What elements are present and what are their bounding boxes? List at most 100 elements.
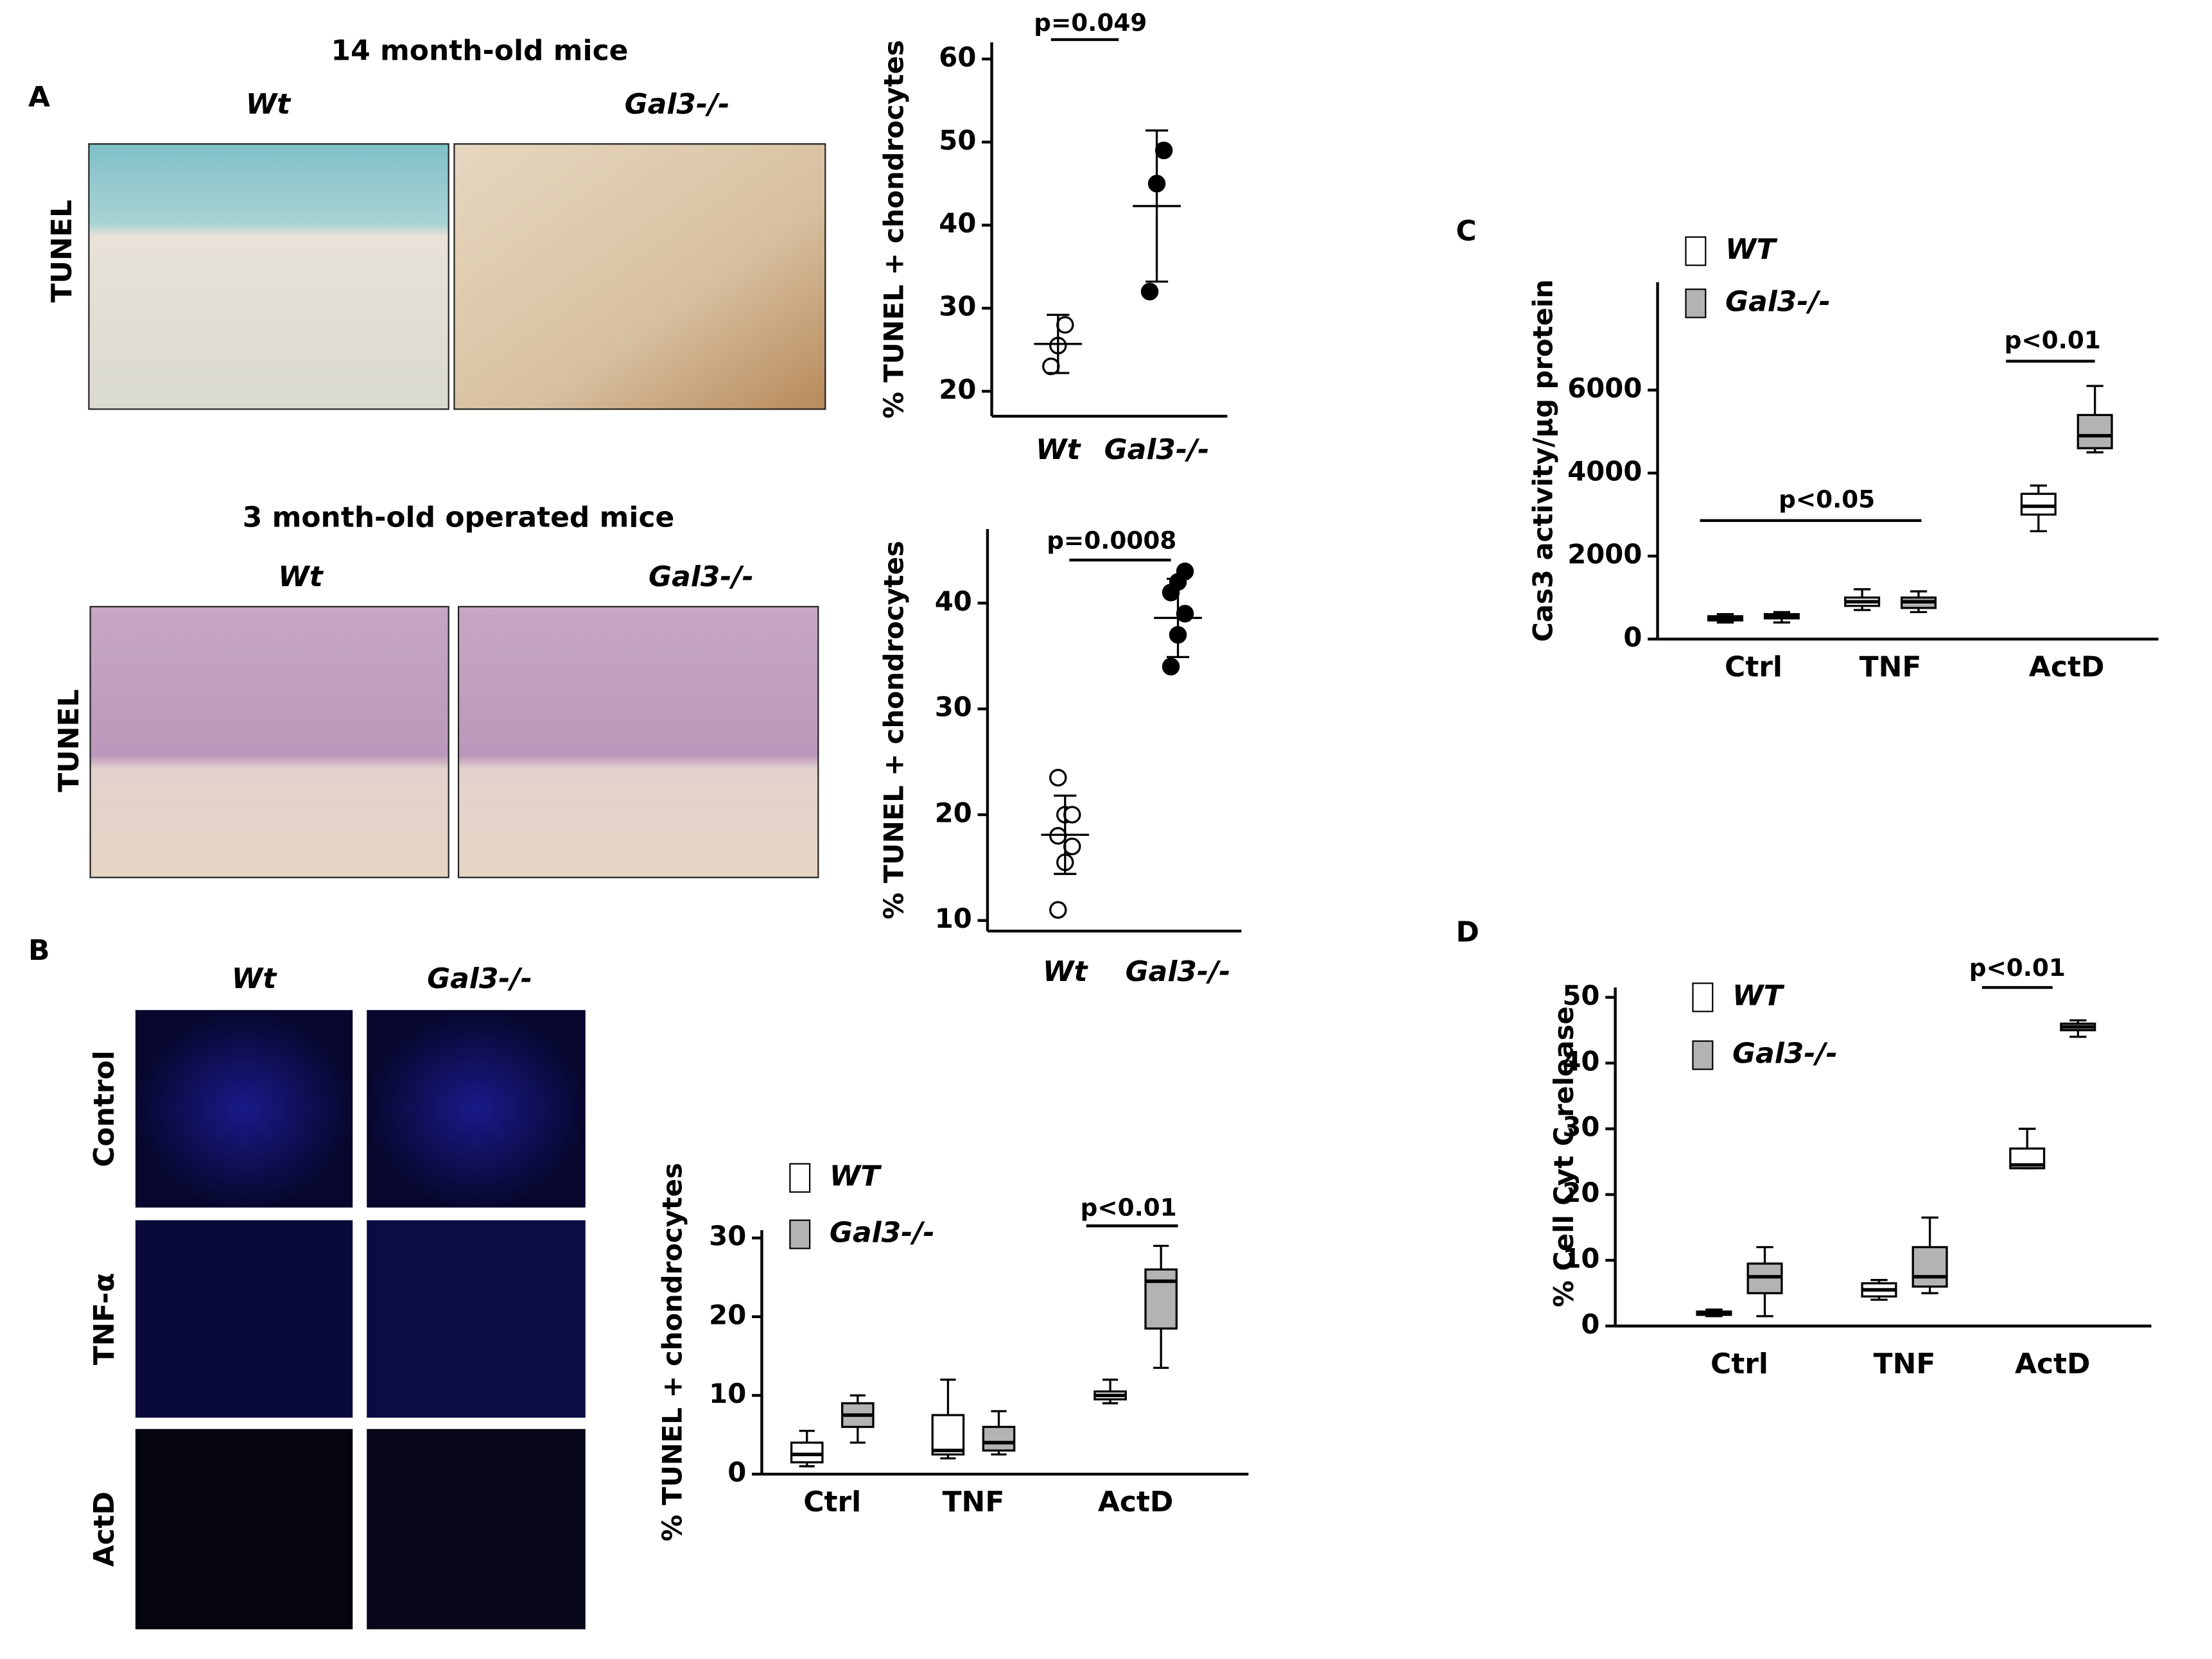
data-point — [1063, 837, 1081, 856]
micrograph — [367, 1010, 586, 1208]
legend-swatch — [789, 1163, 811, 1193]
annotation: p<0.05 — [1779, 485, 1875, 514]
panel-label: B — [28, 934, 50, 967]
y-tick-label: 2000 — [1567, 539, 1642, 570]
panel-label: D — [1456, 916, 1479, 949]
y-tick-label: 30 — [935, 691, 972, 723]
annotation: p<0.01 — [1081, 1194, 1177, 1222]
micrograph — [135, 1010, 353, 1208]
box — [1144, 1268, 1178, 1330]
y-tick-label: 0 — [1581, 1308, 1599, 1340]
x-tick-label: Wt — [1043, 955, 1088, 988]
x-tick-label: Gal3-/- — [1126, 955, 1231, 988]
y-tick-label: 20 — [709, 1299, 746, 1330]
data-point — [1042, 357, 1060, 376]
row-label: ActD — [88, 1491, 121, 1567]
panel-label: A — [28, 81, 50, 114]
data-point — [1176, 605, 1194, 623]
legend-swatch — [1692, 982, 1714, 1012]
row-label: TUNEL — [46, 200, 78, 302]
image-title: 3 month-old operated mice — [243, 501, 675, 534]
y-tick-label: 10 — [1562, 1242, 1599, 1274]
y-tick-label: 30 — [1562, 1111, 1599, 1143]
legend-swatch — [1685, 236, 1707, 266]
micrograph — [453, 143, 826, 410]
y-axis-label: % TUNEL + chondrocytes — [878, 40, 910, 419]
micrograph — [89, 605, 449, 878]
column-label: Wt — [278, 560, 324, 593]
micrograph — [135, 1429, 353, 1629]
row-label: Control — [88, 1050, 121, 1167]
data-point — [1063, 806, 1081, 824]
y-tick-label: 60 — [939, 41, 976, 73]
y-tick-label: 40 — [935, 586, 972, 617]
x-tick-label: Gal3-/- — [1104, 433, 1210, 466]
column-label: Wt — [246, 88, 292, 121]
legend-label: WT — [1725, 233, 1777, 266]
box — [931, 1414, 965, 1456]
x-tick-label: Ctrl — [1711, 1348, 1768, 1380]
legend-label: Gal3-/- — [1725, 285, 1831, 318]
legend-label: WT — [1732, 979, 1784, 1012]
y-tick-label: 20 — [935, 797, 972, 828]
column-label: Gal3-/- — [625, 88, 730, 121]
y-tick-label: 40 — [939, 207, 976, 239]
y-tick-label: 40 — [1562, 1045, 1599, 1077]
box — [2077, 413, 2113, 449]
y-tick-label: 20 — [1562, 1177, 1599, 1208]
annotation: p=0.049 — [1034, 8, 1147, 37]
y-axis-label: % Cell Cyt C release — [1548, 1006, 1580, 1307]
y-tick-label: 10 — [709, 1378, 746, 1409]
x-tick-label: TNF — [1859, 651, 1922, 684]
x-tick-label: Ctrl — [803, 1486, 861, 1518]
micrograph — [88, 143, 449, 410]
y-axis-label: % TUNEL + chondrocytes — [878, 541, 910, 919]
y-tick-label: 0 — [1623, 621, 1642, 653]
x-tick-label: ActD — [2015, 1348, 2091, 1380]
data-point — [1176, 562, 1194, 580]
y-tick-label: 4000 — [1567, 455, 1642, 487]
legend-swatch — [1692, 1040, 1714, 1070]
data-point — [1049, 769, 1067, 786]
legend-swatch — [789, 1219, 811, 1249]
y-tick-label: 30 — [709, 1220, 746, 1252]
box — [982, 1425, 1016, 1452]
data-point — [1049, 901, 1067, 919]
image-title: 14 month-old mice — [331, 34, 629, 67]
y-tick-label: 50 — [939, 125, 976, 156]
y-tick-label: 20 — [939, 374, 976, 405]
y-axis-label: Cas3 activity/µg protein — [1527, 279, 1558, 642]
legend-swatch — [1685, 288, 1707, 318]
x-tick-label: ActD — [2029, 651, 2105, 684]
column-label: Gal3-/- — [649, 560, 754, 593]
row-label: TNF-α — [88, 1272, 121, 1365]
data-point — [1140, 282, 1159, 300]
panel-label: C — [1456, 215, 1476, 248]
data-point — [1154, 141, 1173, 159]
legend-label: WT — [830, 1160, 882, 1193]
annotation: p=0.0008 — [1047, 526, 1176, 554]
y-axis-label: % TUNEL + chondrocytes — [657, 1163, 688, 1542]
micrograph — [135, 1220, 353, 1418]
y-tick-label: 6000 — [1567, 372, 1642, 404]
x-tick-label: Ctrl — [1725, 651, 1782, 684]
column-label: Gal3-/- — [427, 962, 532, 995]
row-label: TUNEL — [53, 689, 85, 792]
data-point — [1162, 657, 1180, 675]
annotation: p<0.01 — [2005, 326, 2101, 354]
column-label: Wt — [232, 962, 277, 995]
y-tick-label: 0 — [727, 1457, 746, 1488]
legend-label: Gal3-/- — [1732, 1038, 1838, 1070]
annotation: p<0.01 — [1969, 953, 2066, 982]
micrograph — [457, 605, 819, 878]
box — [1912, 1246, 1948, 1288]
data-point — [1056, 316, 1074, 334]
box — [790, 1441, 824, 1464]
x-tick-label: TNF — [943, 1486, 1005, 1518]
x-tick-label: Wt — [1036, 433, 1081, 466]
y-tick-label: 50 — [1562, 980, 1599, 1011]
legend-label: Gal3-/- — [830, 1217, 935, 1249]
y-tick-label: 30 — [939, 291, 976, 322]
